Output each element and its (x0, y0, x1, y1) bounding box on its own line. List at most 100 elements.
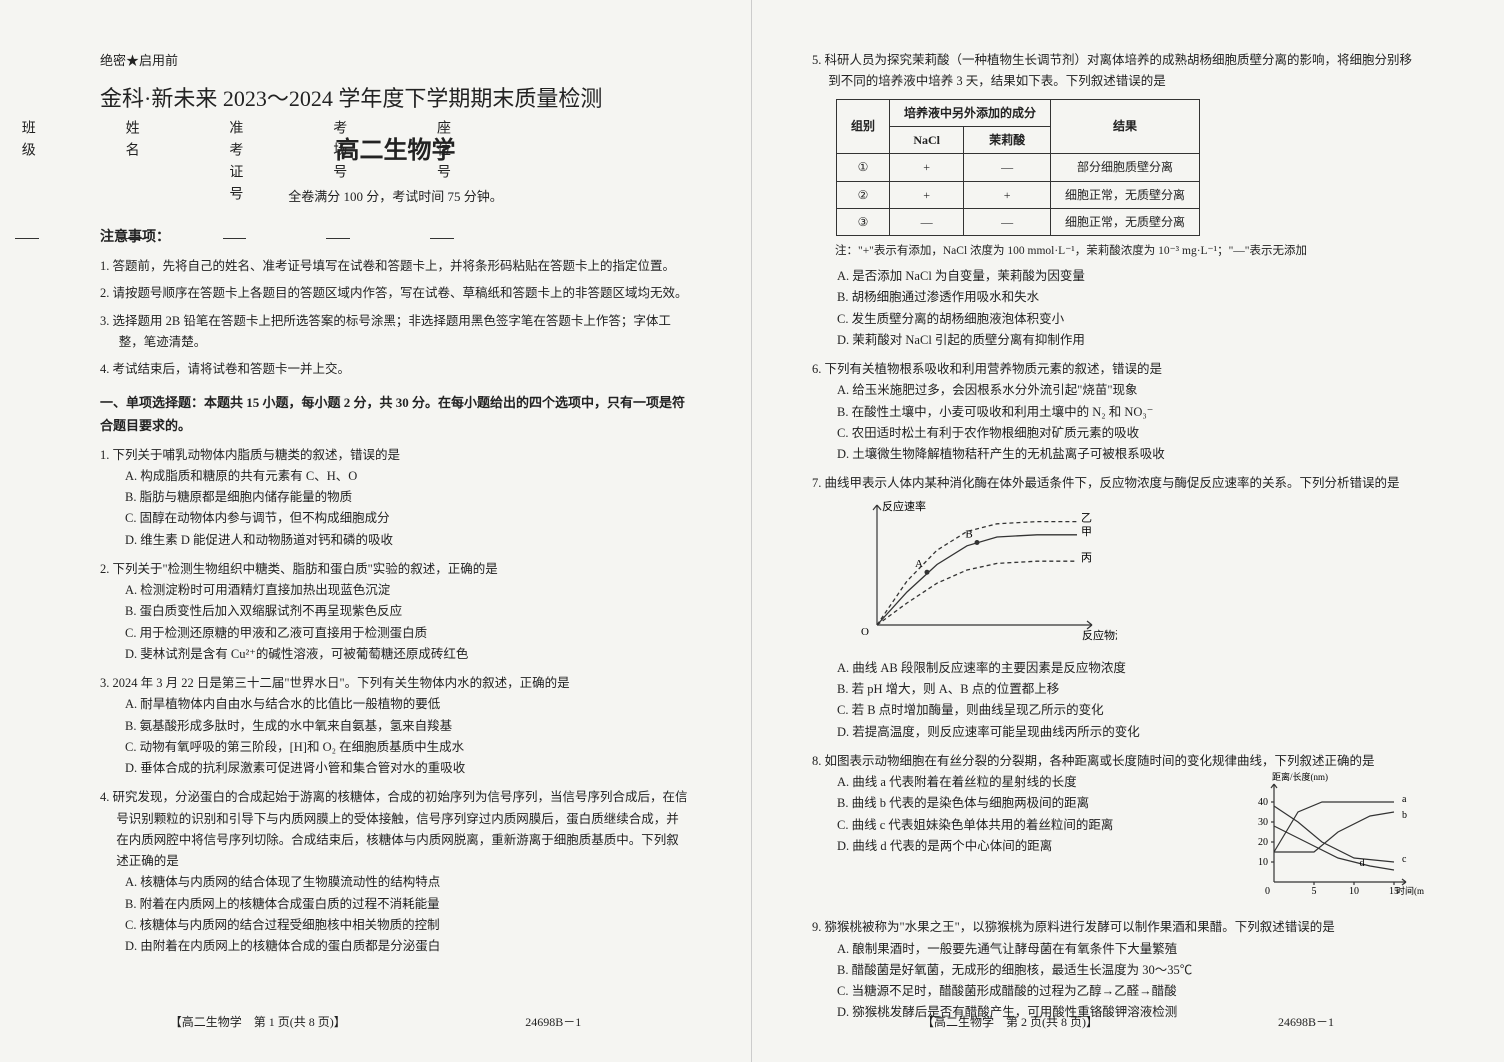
q-stem: 3. 2024 年 3 月 22 日是第三十二届"世界水日"。下列有关生物体内水… (116, 673, 691, 694)
question: 1. 下列关于哺乳动物体内脂质与糖类的叙述，错误的是A. 构成脂质和糖原的共有元… (100, 445, 691, 551)
option: C. 农田适时松土有利于农作物根细胞对矿质元素的吸收 (853, 423, 1424, 444)
th: 组别 (837, 99, 890, 154)
option: D. 由附着在内质网上的核糖体合成的蛋白质都是分泌蛋白 (141, 936, 691, 957)
q-stem: 9. 猕猴桃被称为"水果之王"，以猕猴桃为原料进行发酵可以制作果酒和果醋。下列叙… (828, 917, 1424, 938)
svg-text:b: b (1402, 810, 1407, 821)
option: A. 给玉米施肥过多，会因根系水分外流引起"烧苗"现象 (853, 380, 1424, 401)
side-labels: 座位号 考场号 准考证号 姓名 班级 (15, 120, 454, 239)
side-label: 准考证号 (223, 120, 247, 239)
page-left: 座位号 考场号 准考证号 姓名 班级 绝密★启用前 金科·新未来 2023～20… (0, 0, 752, 1062)
confidential-mark: 绝密★启用前 (100, 50, 691, 72)
options: A. 构成脂质和糖原的共有元素有 C、H、OB. 脂肪与糖原都是细胞内储存能量的… (125, 466, 691, 551)
page-footer: 【高二生物学 第 1 页(共 8 页)】 24698B－1 (0, 1012, 751, 1032)
option: A. 核糖体与内质网的结合体现了生物膜流动性的结构特点 (141, 872, 691, 893)
th: 培养液中另外添加的成分 (890, 99, 1051, 126)
q-stem: 4. 研究发现，分泌蛋白的合成起始于游离的核糖体，合成的初始序列为信号序列，当信… (116, 787, 691, 872)
svg-text:a: a (1402, 794, 1407, 805)
svg-text:20: 20 (1258, 837, 1268, 848)
question-9: 9. 猕猴桃被称为"水果之王"，以猕猴桃为原料进行发酵可以制作果酒和果醋。下列叙… (812, 917, 1424, 1023)
option: A. 耐旱植物体内自由水与结合水的比值比一般植物的要低 (141, 694, 691, 715)
option: B. 蛋白质变性后加入双缩脲试剂不再呈现紫色反应 (141, 601, 691, 622)
options: A. 是否添加 NaCl 为自变量，茉莉酸为因变量B. 胡杨细胞通过渗透作用吸水… (837, 266, 1424, 351)
footer-code: 24698B－1 (1278, 1012, 1334, 1032)
td: ① (837, 154, 890, 181)
svg-text:时间(min): 时间(min) (1396, 885, 1424, 896)
svg-text:c: c (1402, 854, 1407, 865)
th: 结果 (1051, 99, 1200, 154)
td: 部分细胞质壁分离 (1051, 154, 1200, 181)
side-label: 姓名 (119, 120, 143, 239)
option: B. 附着在内质网上的核糖体合成蛋白质的过程不消耗能量 (141, 894, 691, 915)
page-right: 5. 科研人员为探究茉莉酸（一种植物生长调节剂）对离体培养的成熟胡杨细胞质壁分离… (752, 0, 1504, 1062)
td: ② (837, 181, 890, 208)
svg-text:O: O (861, 626, 869, 638)
svg-text:B: B (965, 528, 972, 540)
option: C. 动物有氧呼吸的第三阶段，[H]和 O₂ 在细胞质基质中生成水 (141, 737, 691, 758)
option: C. 固醇在动物体内参与调节，但不构成细胞成分 (141, 508, 691, 529)
section-header: 一、单项选择题：本题共 15 小题，每小题 2 分，共 30 分。在每小题给出的… (100, 392, 691, 436)
svg-text:甲: 甲 (1081, 525, 1092, 537)
svg-text:距离/长度(nm): 距离/长度(nm) (1272, 772, 1328, 782)
footer-page: 【高二生物学 第 2 页(共 8 页)】 (922, 1012, 1098, 1032)
svg-text:反应速率: 反应速率 (882, 499, 926, 513)
svg-text:丙: 丙 (1081, 552, 1092, 564)
option: B. 在酸性土壤中，小麦可吸收和利用土壤中的 N₂ 和 NO₃⁻ (853, 402, 1424, 423)
option: D. 若提高温度，则反应速率可能呈现曲线丙所示的变化 (853, 722, 1424, 743)
svg-text:10: 10 (1258, 857, 1268, 868)
chart-svg: 10203040510150abcd距离/长度(nm)时间(min) (1244, 772, 1424, 902)
option: B. 氨基酸形成多肽时，生成的水中氧来自氨基，氢来自羧基 (141, 716, 691, 737)
table-note: 注："+"表示有添加，NaCl 浓度为 100 mmol·L⁻¹，茉莉酸浓度为 … (835, 242, 1424, 262)
option: B. 醋酸菌是好氧菌，无成形的细胞核，最适生长温度为 30～35℃ (853, 960, 1424, 981)
option: A. 曲线 AB 段限制反应速率的主要因素是反应物浓度 (853, 658, 1424, 679)
q5-table: 组别 培养液中另外添加的成分 结果 NaCl 茉莉酸 ①+—部分细胞质壁分离②+… (836, 99, 1200, 237)
td: 细胞正常，无质壁分离 (1051, 209, 1200, 236)
option: A. 检测淀粉时可用酒精灯直接加热出现蓝色沉淀 (141, 580, 691, 601)
td: + (964, 181, 1051, 208)
svg-text:0: 0 (1265, 886, 1270, 897)
td: — (964, 154, 1051, 181)
q8-chart: 10203040510150abcd距离/长度(nm)时间(min) (1244, 772, 1424, 909)
question: 4. 研究发现，分泌蛋白的合成起始于游离的核糖体，合成的初始序列为信号序列，当信… (100, 787, 691, 957)
notice-item: 1. 答题前，先将自己的姓名、准考证号填写在试卷和答题卡上，并将条形码粘贴在答题… (119, 256, 691, 277)
q-stem: 1. 下列关于哺乳动物体内脂质与糖类的叙述，错误的是 (116, 445, 691, 466)
svg-text:A: A (915, 558, 923, 570)
option: B. 胡杨细胞通过渗透作用吸水和失水 (853, 287, 1424, 308)
option: D. 维生素 D 能促进人和动物肠道对钙和磷的吸收 (141, 530, 691, 551)
title-main: 金科·新未来 2023～2024 学年度下学期期末质量检测 (100, 80, 691, 117)
option: D. 斐林试剂是含有 Cu²⁺的碱性溶液，可被葡萄糖还原成砖红色 (141, 644, 691, 665)
th: NaCl (890, 126, 964, 153)
options: A. 核糖体与内质网的结合体现了生物膜流动性的结构特点B. 附着在内质网上的核糖… (125, 872, 691, 957)
question-6: 6. 下列有关植物根系吸收和利用营养物质元素的叙述，错误的是 A. 给玉米施肥过… (812, 359, 1424, 465)
svg-text:40: 40 (1258, 797, 1268, 808)
svg-text:30: 30 (1258, 817, 1268, 828)
option: D. 茉莉酸对 NaCl 引起的质壁分离有抑制作用 (853, 330, 1424, 351)
side-label: 班级 (15, 120, 39, 239)
chart-svg: ABO反应物浓度反应速率乙甲丙 (837, 495, 1117, 645)
options: A. 检测淀粉时可用酒精灯直接加热出现蓝色沉淀B. 蛋白质变性后加入双缩脲试剂不… (125, 580, 691, 665)
q7-chart: ABO反应物浓度反应速率乙甲丙 (837, 495, 1424, 652)
q-stem: 6. 下列有关植物根系吸收和利用营养物质元素的叙述，错误的是 (828, 359, 1424, 380)
options: A. 耐旱植物体内自由水与结合水的比值比一般植物的要低B. 氨基酸形成多肽时，生… (125, 694, 691, 779)
footer-page: 【高二生物学 第 1 页(共 8 页)】 (170, 1012, 346, 1032)
q-stem: 8. 如图表示动物细胞在有丝分裂的分裂期，各种距离或长度随时间的变化规律曲线，下… (828, 751, 1424, 772)
option: A. 是否添加 NaCl 为自变量，茉莉酸为因变量 (853, 266, 1424, 287)
options: A. 给玉米施肥过多，会因根系水分外流引起"烧苗"现象B. 在酸性土壤中，小麦可… (837, 380, 1424, 465)
notice-item: 2. 请按题号顺序在答题卡上各题目的答题区域内作答，写在试卷、草稿纸和答题卡上的… (119, 283, 691, 304)
td: — (964, 209, 1051, 236)
q-stem: 5. 科研人员为探究茉莉酸（一种植物生长调节剂）对离体培养的成熟胡杨细胞质壁分离… (828, 50, 1424, 93)
option: C. 若 B 点时增加酶量，则曲线呈现乙所示的变化 (853, 700, 1424, 721)
option: C. 用于检测还原糖的甲液和乙液可直接用于检测蛋白质 (141, 623, 691, 644)
svg-text:乙: 乙 (1081, 511, 1092, 524)
td: + (890, 181, 964, 208)
q-stem: 7. 曲线甲表示人体内某种消化酶在体外最适条件下，反应物浓度与酶促反应速率的关系… (828, 473, 1424, 494)
question-5: 5. 科研人员为探究茉莉酸（一种植物生长调节剂）对离体培养的成熟胡杨细胞质壁分离… (812, 50, 1424, 351)
options: A. 曲线 AB 段限制反应速率的主要因素是反应物浓度B. 若 pH 增大，则 … (837, 658, 1424, 743)
th: 茉莉酸 (964, 126, 1051, 153)
td: ③ (837, 209, 890, 236)
question: 2. 下列关于"检测生物组织中糖类、脂肪和蛋白质"实验的叙述，正确的是A. 检测… (100, 559, 691, 665)
footer-code: 24698B－1 (525, 1012, 581, 1032)
notice-item: 4. 考试结束后，请将试卷和答题卡一并上交。 (119, 359, 691, 380)
question-list: 1. 下列关于哺乳动物体内脂质与糖类的叙述，错误的是A. 构成脂质和糖原的共有元… (100, 445, 691, 958)
side-label: 考场号 (326, 120, 350, 239)
svg-text:10: 10 (1349, 886, 1359, 897)
